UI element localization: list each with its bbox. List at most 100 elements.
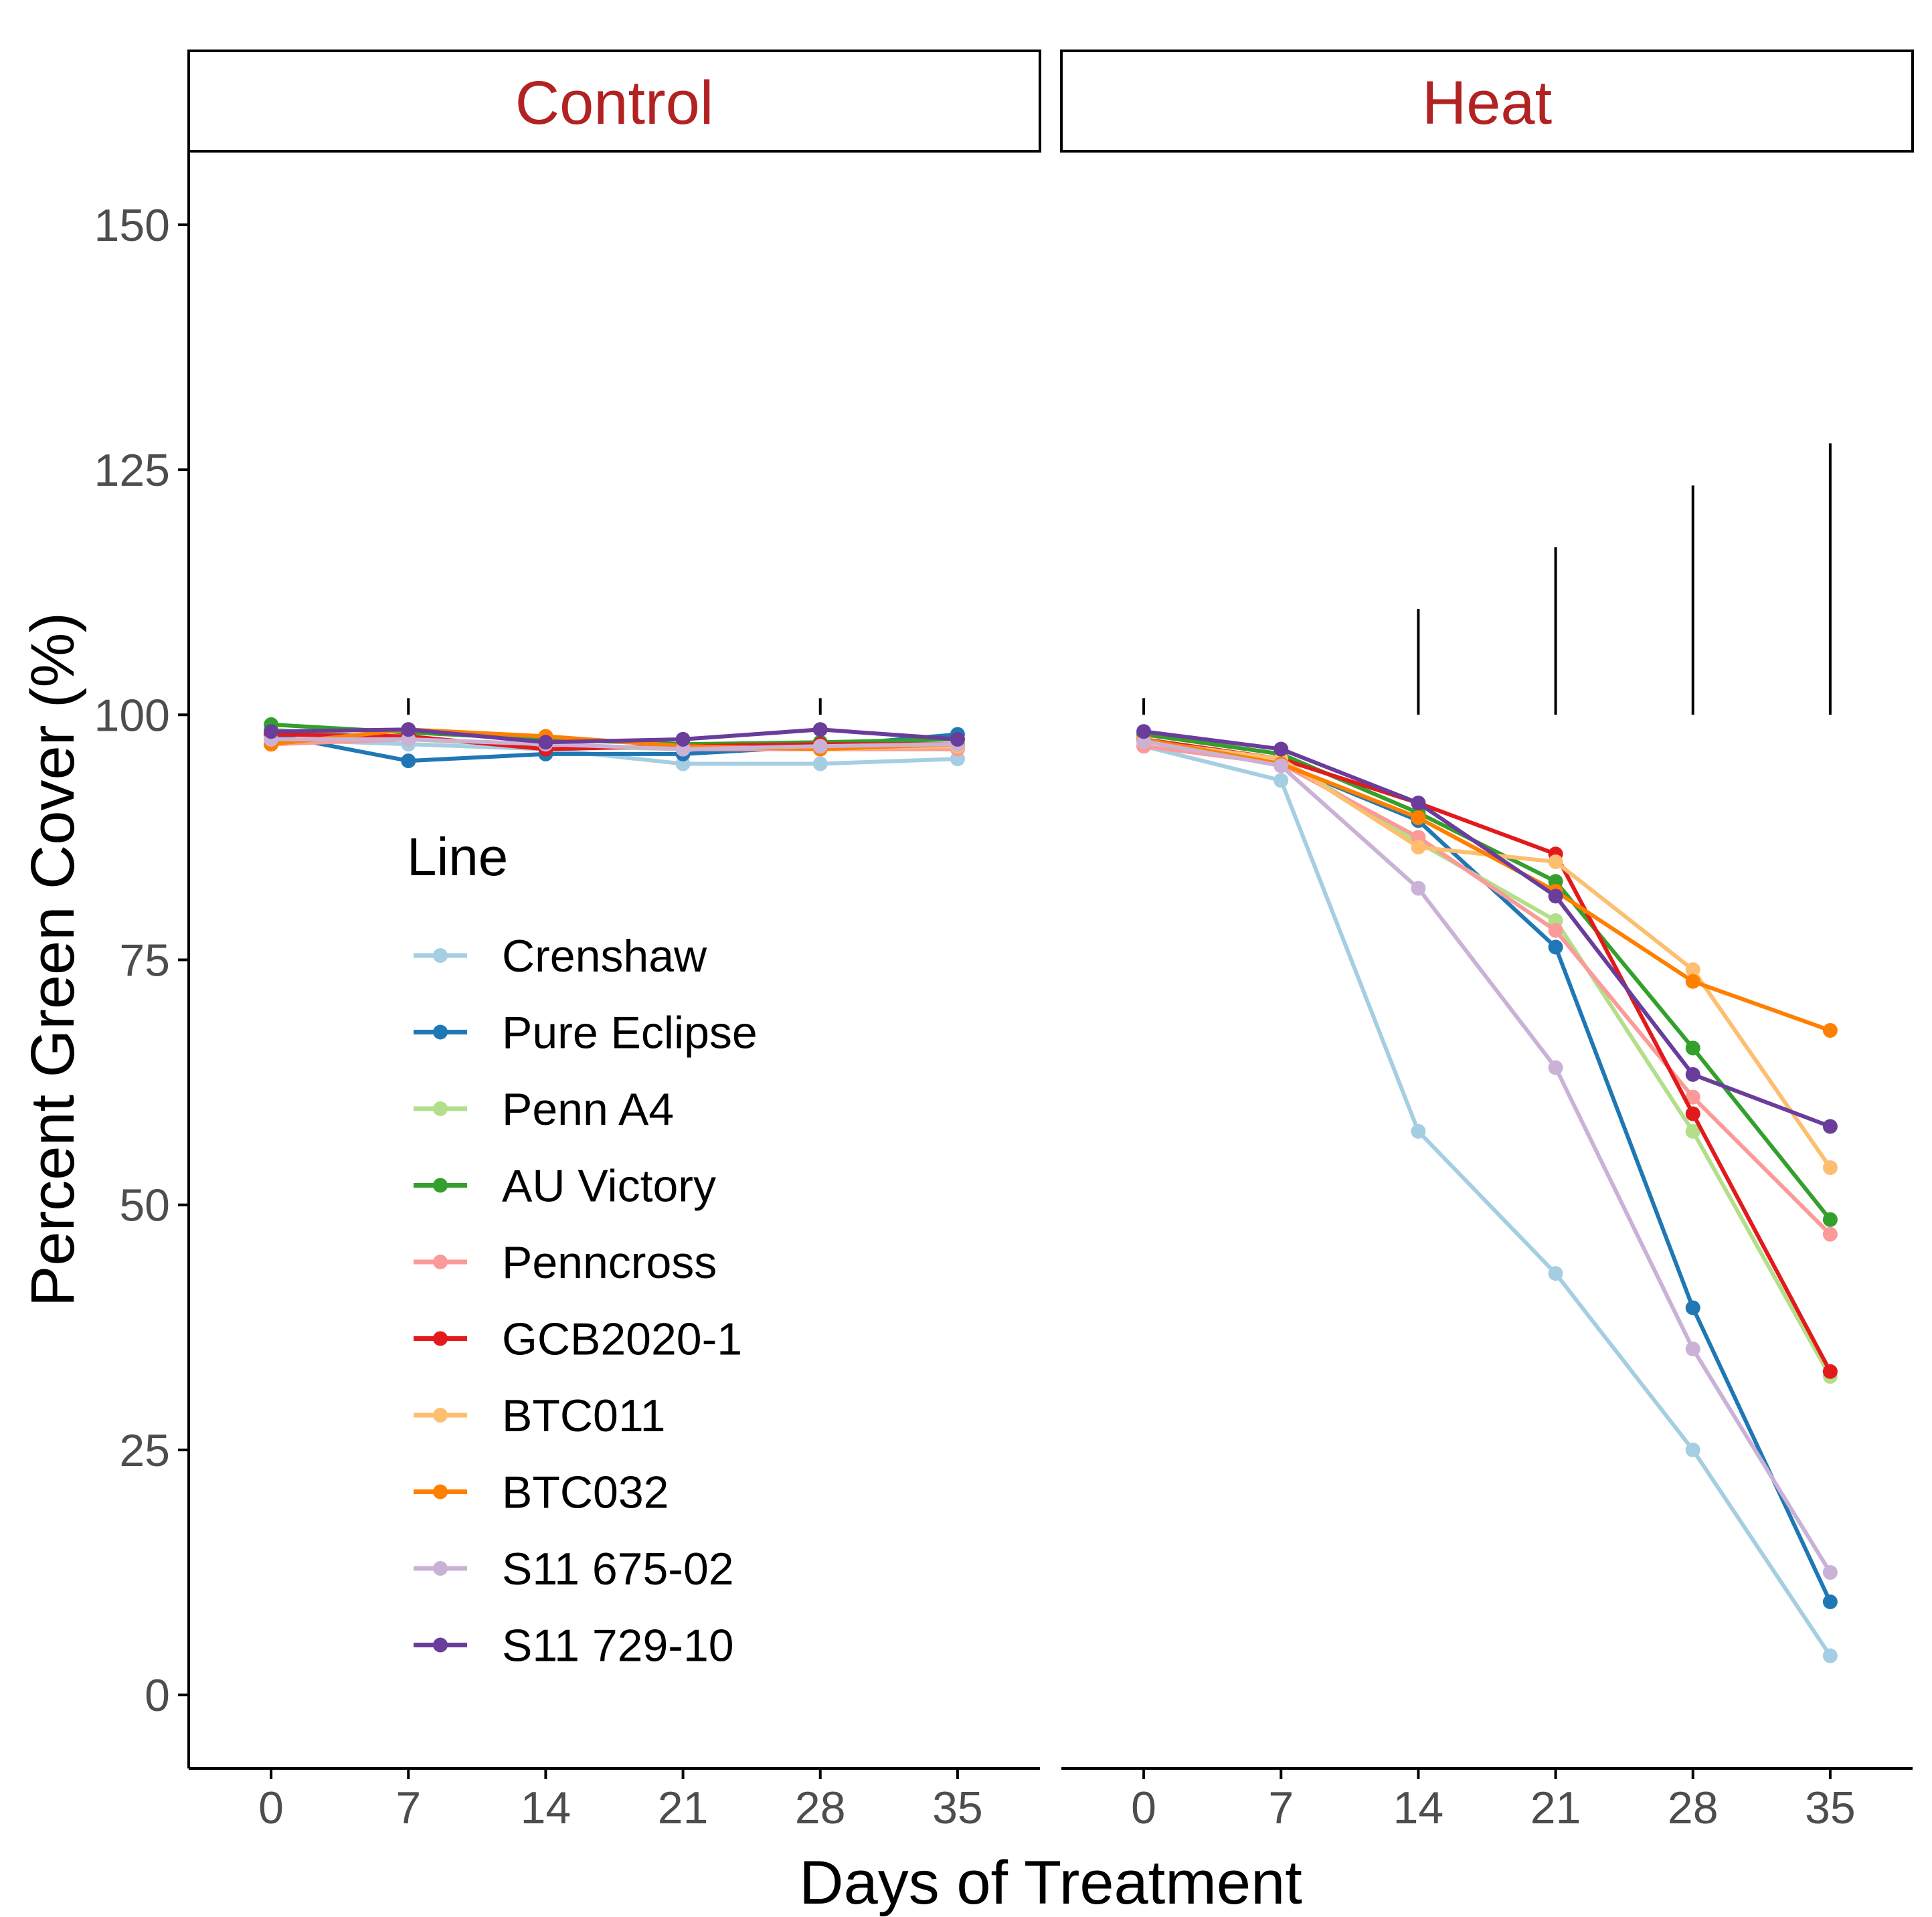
series-s11-675-02 bbox=[1136, 733, 1838, 1580]
point-pure-eclipse-day-7 bbox=[401, 753, 416, 769]
point-btc032-day-35 bbox=[1822, 1022, 1838, 1038]
legend-label: S11 729-10 bbox=[502, 1621, 734, 1671]
heat-strip: Heat bbox=[1060, 50, 1914, 153]
legend-label: BTC032 bbox=[502, 1467, 669, 1518]
point-s11-729-10-day-35 bbox=[950, 731, 965, 747]
point-gcb2020-1-day-28 bbox=[1685, 1106, 1700, 1121]
legend-item-s11-729-10: S11 729-10 bbox=[414, 1621, 734, 1671]
point-crenshaw-day-28 bbox=[812, 756, 828, 771]
point-s11-675-02-day-14 bbox=[1411, 881, 1426, 896]
point-btc032-day-14 bbox=[1411, 810, 1426, 826]
point-crenshaw-day-28 bbox=[1685, 1442, 1700, 1457]
y-tick-label-100: 100 bbox=[94, 690, 170, 741]
point-s11-675-02-day-28 bbox=[812, 739, 828, 754]
legend-key-point bbox=[433, 1024, 448, 1040]
control-strip-label: Control bbox=[515, 69, 714, 137]
x-tick-label-0: 0 bbox=[1131, 1783, 1156, 1833]
y-tick-label-75: 75 bbox=[119, 935, 170, 986]
point-btc011-day-35 bbox=[1822, 1160, 1838, 1176]
series-line-s11-729-10 bbox=[269, 727, 960, 745]
x-tick-label-7: 7 bbox=[396, 1783, 421, 1833]
legend-item-pure-eclipse: Pure Eclipse bbox=[414, 1008, 758, 1059]
x-tick-label-7: 7 bbox=[1268, 1783, 1294, 1833]
point-btc032-day-28 bbox=[1685, 974, 1700, 989]
point-crenshaw-day-21 bbox=[1548, 1266, 1563, 1281]
point-au-victory-day-28 bbox=[1685, 1040, 1700, 1056]
series-s11-729-10 bbox=[1136, 724, 1838, 1134]
point-btc011-day-21 bbox=[1548, 854, 1563, 870]
y-tick-label-125: 125 bbox=[94, 445, 170, 496]
x-tick-label-35: 35 bbox=[1805, 1783, 1856, 1833]
x-tick-label-14: 14 bbox=[1393, 1783, 1444, 1833]
legend-key-point bbox=[433, 1331, 448, 1346]
point-pure-eclipse-day-35 bbox=[1822, 1594, 1838, 1609]
point-s11-675-02-day-28 bbox=[1685, 1342, 1700, 1357]
significance-marks bbox=[1142, 443, 1832, 715]
series-line-s11-675-02 bbox=[1142, 739, 1832, 1574]
x-tick-label-14: 14 bbox=[521, 1783, 572, 1833]
legend-label: AU Victory bbox=[502, 1161, 716, 1212]
y-tick-label-150: 150 bbox=[94, 200, 170, 251]
legend-key-point bbox=[433, 948, 448, 963]
legend-key-point bbox=[433, 1255, 448, 1269]
control-x-axis: 0 7 14 21 28 35 bbox=[258, 1768, 983, 1833]
y-tick-label-50: 50 bbox=[119, 1180, 170, 1231]
point-s11-729-10-day-21 bbox=[675, 731, 691, 747]
legend-key-point bbox=[433, 1178, 448, 1193]
point-s11-729-10-day-28 bbox=[812, 722, 828, 737]
point-gcb2020-1-day-35 bbox=[1822, 1364, 1838, 1379]
significance-marks bbox=[407, 698, 822, 715]
point-s11-729-10-day-7 bbox=[1274, 741, 1289, 757]
legend: Line Crenshaw Pure Eclipse Penn A4 AU Victo… bbox=[407, 827, 758, 1671]
heat-strip-label: Heat bbox=[1422, 69, 1552, 137]
legend-key-point bbox=[433, 1484, 448, 1499]
point-s11-675-02-day-35 bbox=[1822, 1565, 1838, 1580]
legend-item-btc032: BTC032 bbox=[414, 1467, 669, 1518]
legend-label: S11 675-02 bbox=[502, 1544, 734, 1594]
point-pure-eclipse-day-21 bbox=[1548, 939, 1563, 955]
point-crenshaw-day-14 bbox=[1411, 1123, 1426, 1139]
legend-item-au-victory: AU Victory bbox=[414, 1161, 716, 1212]
series-s11-729-10 bbox=[264, 722, 965, 750]
x-tick-label-21: 21 bbox=[1530, 1783, 1581, 1833]
x-tick-label-35: 35 bbox=[932, 1783, 983, 1833]
legend-title: Line bbox=[407, 827, 508, 887]
point-au-victory-day-35 bbox=[1822, 1212, 1838, 1227]
control-panel-plot bbox=[264, 698, 965, 771]
point-penncross-day-21 bbox=[1548, 923, 1563, 938]
x-tick-label-21: 21 bbox=[658, 1783, 709, 1833]
y-axis: 0 25 50 75 100 125 150 bbox=[94, 200, 189, 1721]
legend-item-penn-a4: Penn A4 bbox=[414, 1084, 674, 1135]
point-s11-675-02-day-7 bbox=[1274, 758, 1289, 773]
series-line-crenshaw bbox=[1142, 744, 1832, 1658]
legend-item-crenshaw: Crenshaw bbox=[414, 931, 707, 982]
point-penn-a4-day-28 bbox=[1685, 1123, 1700, 1139]
series-line-s11-675-02 bbox=[269, 737, 960, 751]
point-pure-eclipse-day-28 bbox=[1685, 1300, 1700, 1315]
point-penncross-day-28 bbox=[1685, 1089, 1700, 1105]
series-crenshaw bbox=[1136, 739, 1838, 1663]
series-line-s11-729-10 bbox=[1142, 729, 1832, 1129]
heat-strip-box bbox=[1060, 50, 1914, 153]
point-s11-729-10-day-21 bbox=[1548, 889, 1563, 904]
point-s11-675-02-day-21 bbox=[1548, 1060, 1563, 1075]
point-s11-729-10-day-0 bbox=[264, 724, 279, 739]
point-crenshaw-day-7 bbox=[1274, 773, 1289, 788]
heat-x-axis: 0 7 14 21 28 35 bbox=[1131, 1768, 1856, 1833]
series-line-crenshaw bbox=[269, 737, 960, 766]
legend-label: Pure Eclipse bbox=[502, 1008, 758, 1059]
legend-label: Crenshaw bbox=[502, 931, 707, 982]
control-strip-box bbox=[187, 50, 1041, 153]
legend-label: Penn A4 bbox=[502, 1084, 674, 1135]
point-s11-729-10-day-14 bbox=[538, 735, 553, 750]
legend-label: Penncross bbox=[502, 1237, 717, 1288]
point-btc011-day-28 bbox=[1685, 962, 1700, 978]
point-s11-729-10-day-28 bbox=[1685, 1067, 1700, 1082]
x-tick-label-0: 0 bbox=[258, 1783, 284, 1833]
x-tick-label-28: 28 bbox=[1668, 1783, 1719, 1833]
x-axis-title: Days of Treatment bbox=[799, 1849, 1302, 1917]
x-tick-label-28: 28 bbox=[795, 1783, 846, 1833]
point-s11-729-10-day-14 bbox=[1411, 796, 1426, 811]
y-axis-title: Percent Green Cover (%) bbox=[19, 612, 87, 1307]
